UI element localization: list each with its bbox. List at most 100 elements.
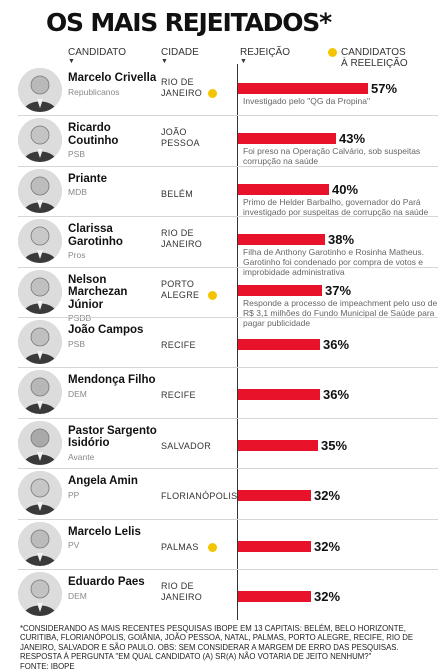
candidate-name: Marcelo Lelis PV xyxy=(68,526,158,551)
sort-arrow-icon[interactable]: ▼ xyxy=(161,58,168,65)
candidate-city: RECIFE xyxy=(161,390,196,401)
rejection-value-label: 32% xyxy=(314,488,341,504)
candidate-name-text: Marcelo Crivella xyxy=(68,72,157,84)
sort-arrow-icon[interactable]: ▼ xyxy=(68,58,75,65)
rejection-bar xyxy=(238,339,320,350)
candidate-name-text: Marcelo Lelis xyxy=(68,525,141,538)
row-separator xyxy=(18,216,438,218)
candidate-row: Nelson Marchezan Júnior PSDB PORTO ALEGRE 3… xyxy=(0,266,448,328)
candidate-party: DEM xyxy=(68,590,87,601)
candidate-party: Avante xyxy=(68,451,95,462)
candidate-row: Clarissa Garotinho Pros RIO DE JANEIRO 38% F… xyxy=(0,216,448,277)
row-separator xyxy=(18,266,438,268)
candidate-name-text: Nelson Marchezan Júnior xyxy=(68,273,128,311)
candidate-city: FLORIANÓPOLIS xyxy=(161,491,238,502)
rejection-value-label: 36% xyxy=(323,337,350,352)
candidate-note: Foi preso na Operação Calvário, sob susp… xyxy=(243,146,421,167)
row-separator xyxy=(18,569,438,570)
candidate-note: Responde a processo de impeachment pelo … xyxy=(243,297,438,328)
candidate-city: RIO DE JANEIRO xyxy=(161,77,203,98)
reelection-dot-icon xyxy=(208,89,217,98)
candidate-party: PSB xyxy=(68,149,86,160)
candidate-name: João Campos PSB xyxy=(68,324,158,349)
candidate-photo xyxy=(18,420,62,465)
candidate-note: Primo de Helder Barbalho, governador do … xyxy=(243,196,429,217)
candidate-photo xyxy=(18,118,62,163)
rejection-value-label: 40% xyxy=(332,181,359,197)
candidate-photo xyxy=(18,269,62,314)
header-city-label: CIDADE xyxy=(161,47,199,58)
header-city[interactable]: CIDADE ▼ xyxy=(161,47,199,66)
candidate-name: Marcelo Crivella Republicanos xyxy=(68,72,158,97)
rejection-bar xyxy=(238,234,325,246)
footnote: *Considerando as mais recentes pesquisas… xyxy=(20,624,430,671)
rejection-bar xyxy=(238,83,368,94)
candidate-photo xyxy=(18,219,62,264)
candidate-row: Eduardo Paes DEM RIO DE JANEIRO 32% xyxy=(0,569,448,620)
candidate-note: Filha de Anthony Garotinho e Rosinha Mat… xyxy=(243,247,424,278)
candidate-party: PSDB xyxy=(68,313,92,324)
candidate-city: RECIFE xyxy=(161,340,196,350)
candidate-row: Angela Amin PP FLORIANÓPOLIS 32% xyxy=(0,468,448,519)
candidate-row: Marcelo Lelis PV PALMAS 32% xyxy=(0,518,448,570)
candidate-name-text: Clarissa Garotinho xyxy=(68,223,123,248)
candidate-name-text: Pastor Sargento Isidório xyxy=(68,424,157,450)
candidate-row: Pastor Sargento Isidório Avante SALVADOR 35… xyxy=(0,417,448,469)
candidate-row: Marcelo Crivella Republicanos RIO DE JANEI… xyxy=(0,66,448,116)
rejection-value-label: 57% xyxy=(371,81,398,96)
row-separator xyxy=(18,367,438,369)
reelection-dot-icon xyxy=(208,542,217,552)
candidate-row: Ricardo Coutinho PSB JOÃO PESSOA 43% Foi pre… xyxy=(0,115,448,167)
candidate-city: PALMAS xyxy=(161,541,199,552)
candidate-photo xyxy=(18,370,62,415)
candidate-name: Mendonça Filho DEM xyxy=(68,374,158,399)
candidate-name: Nelson Marchezan Júnior PSDB xyxy=(68,274,158,324)
candidate-row: João Campos PSB RECIFE 36% xyxy=(0,317,448,368)
rejection-bar xyxy=(238,490,311,502)
candidate-name: Pastor Sargento Isidório Avante xyxy=(68,425,158,462)
candidate-party: Pros xyxy=(68,250,86,261)
reelection-legend-dot-icon xyxy=(328,48,337,57)
candidate-name-text: Mendonça Filho xyxy=(68,374,156,387)
rejection-value-label: 35% xyxy=(321,437,348,453)
candidate-name-text: Ricardo Coutinho xyxy=(68,122,119,147)
candidate-photo xyxy=(18,521,62,566)
candidate-city: JOÃO PESSOA xyxy=(161,127,200,149)
candidate-city: BELÉM xyxy=(161,188,194,199)
candidate-note: Investigado pelo "QG da Propina" xyxy=(243,96,371,106)
source-text: Fonte: Ibope xyxy=(20,661,75,671)
rejection-bar xyxy=(238,439,318,451)
candidate-photo xyxy=(18,320,62,364)
candidate-party: PSB xyxy=(68,338,86,349)
candidate-name: Ricardo Coutinho PSB xyxy=(68,122,158,159)
reelection-dot-icon xyxy=(208,290,217,300)
header-rejection[interactable]: REJEIÇÃO ▼ xyxy=(240,47,290,66)
candidate-photo xyxy=(18,572,62,616)
rejection-value-label: 37% xyxy=(325,282,352,298)
candidate-row: Mendonça Filho DEM RECIFE 36% xyxy=(0,367,448,418)
row-separator xyxy=(18,518,438,520)
candidate-city: RIO DE JANEIRO xyxy=(161,581,203,602)
rejection-bar xyxy=(238,183,329,195)
candidate-party: PP xyxy=(68,489,80,500)
candidate-row: Priante MDB BELÉM 40% Primo de Helder Barbal… xyxy=(0,165,448,217)
header-candidate[interactable]: CANDIDATO ▼ xyxy=(68,47,126,66)
candidate-city: SALVADOR xyxy=(161,440,212,451)
row-separator xyxy=(18,165,438,167)
candidate-party: MDB xyxy=(68,187,87,198)
footnote-text: *Considerando as mais recentes pesquisas… xyxy=(20,624,414,662)
candidate-party: Republicanos xyxy=(68,86,120,97)
sort-arrow-icon[interactable]: ▼ xyxy=(240,58,247,65)
rejection-bar xyxy=(238,284,322,296)
rejection-value-label: 32% xyxy=(314,589,341,604)
candidate-name: Priante MDB xyxy=(68,173,158,198)
rejection-value-label: 36% xyxy=(323,387,350,403)
rejection-bar xyxy=(238,591,311,602)
rejection-bar xyxy=(238,133,336,145)
candidate-name: Clarissa Garotinho Pros xyxy=(68,223,158,260)
rejection-bar xyxy=(238,389,320,401)
candidate-party: DEM xyxy=(68,388,87,399)
chart-title: OS MAIS REJEITADOS* xyxy=(46,8,332,37)
candidate-name-text: Priante xyxy=(68,172,107,185)
candidate-name-text: Angela Amin xyxy=(68,475,138,488)
